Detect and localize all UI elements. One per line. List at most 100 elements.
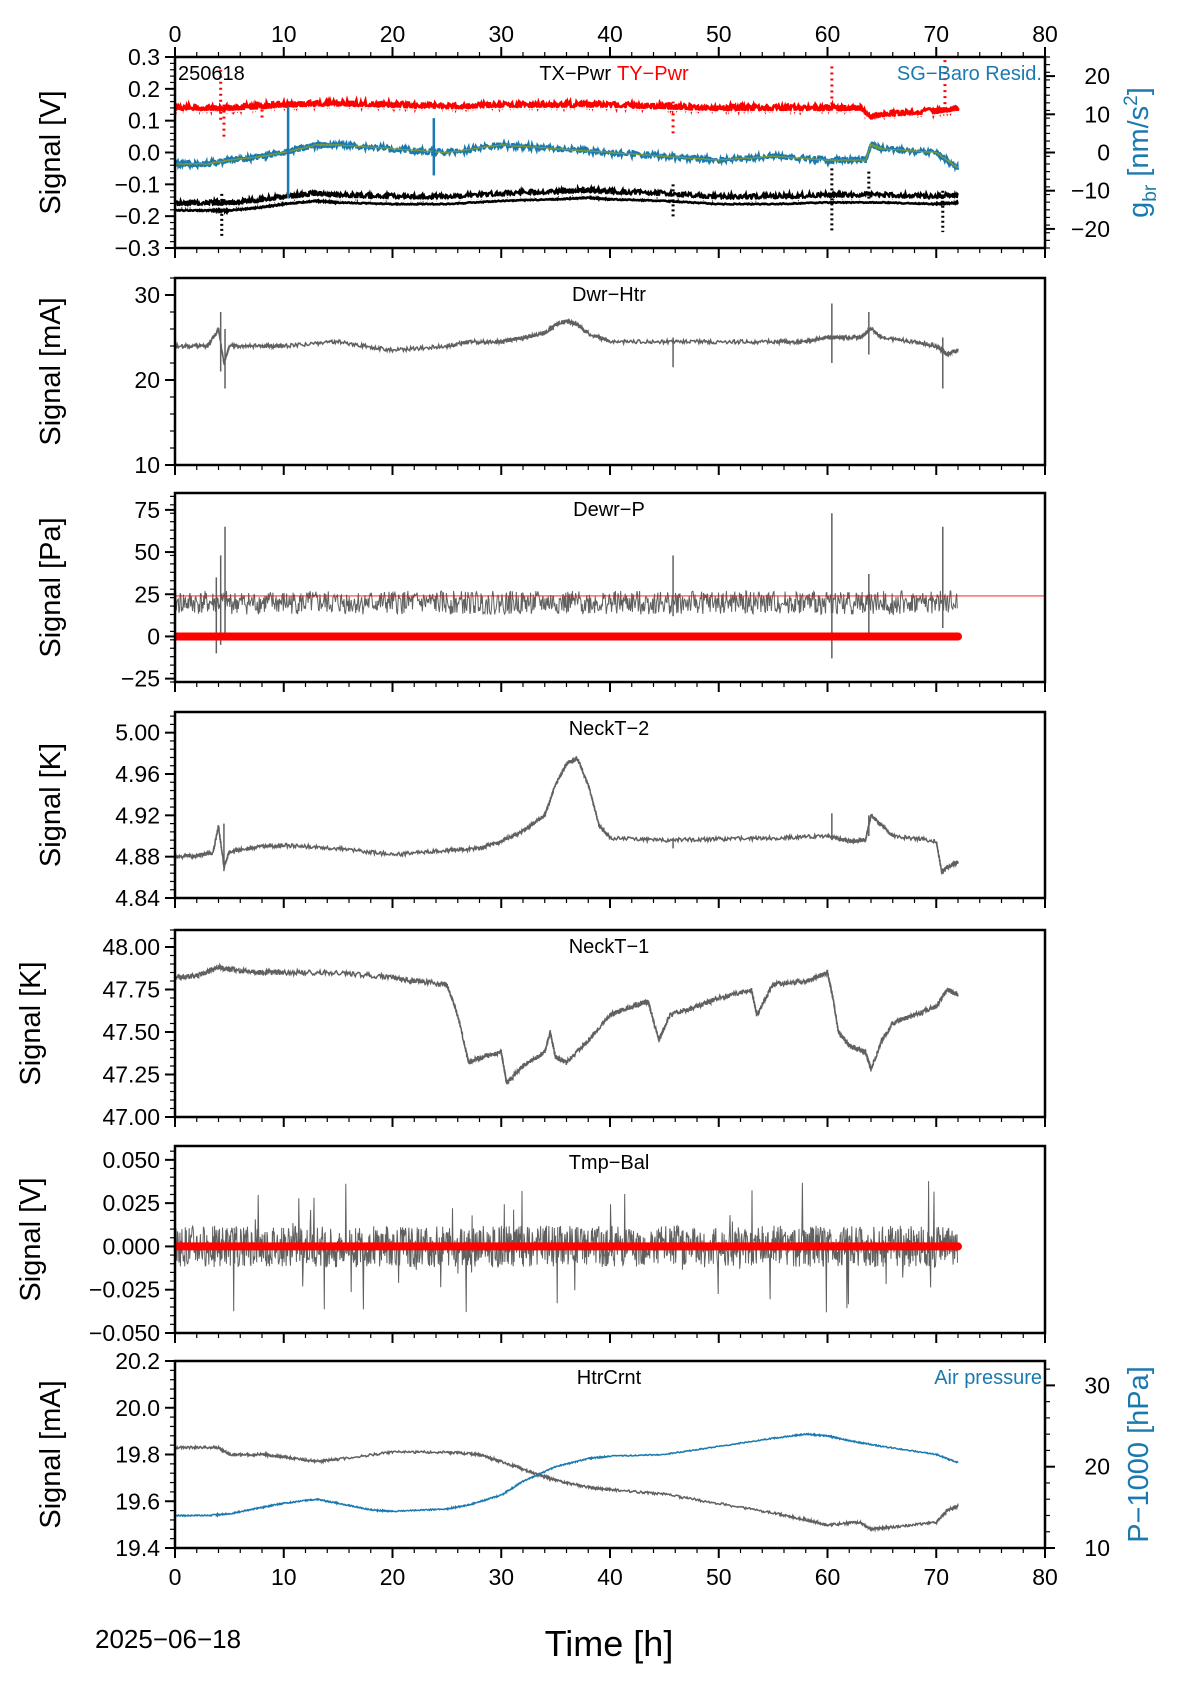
plot-area <box>175 712 1045 898</box>
series-dewr-p <box>175 589 958 616</box>
y-tick-label: 47.75 <box>102 977 160 1003</box>
panel-title: Dwr−Htr <box>572 284 646 306</box>
panel-title: NeckT−2 <box>569 718 650 740</box>
plot-marks <box>175 1432 959 1533</box>
plot-area <box>175 930 1045 1117</box>
y-tick-label: 48.00 <box>102 934 160 960</box>
y-tick-label: 20.0 <box>115 1395 160 1421</box>
x-top-tick-label: 80 <box>1032 21 1058 47</box>
y2-tick-label: 30 <box>1084 1372 1110 1398</box>
panel-p5: NeckT−1 48.00 47.75 47.50 47.25 47.00 Signal [… <box>15 928 1047 1130</box>
y-tick-label: 50 <box>134 539 160 565</box>
y-tick-label: 0.0 <box>128 140 160 166</box>
y2-label-end: ] <box>1123 87 1155 95</box>
y-tick-label: 19.4 <box>115 1535 160 1561</box>
x-tick-label: 50 <box>706 1564 732 1590</box>
y-tick-label: 47.00 <box>102 1104 160 1130</box>
y-tick-label: 0 <box>147 623 160 649</box>
plot-marks <box>175 1181 962 1313</box>
y-tick-label: 20.2 <box>115 1348 160 1374</box>
x-top-tick-label: 30 <box>488 21 514 47</box>
y-tick-label: 30 <box>134 282 160 308</box>
series-tx-pwr <box>175 183 959 210</box>
y-axis-label: Signal [V] <box>35 90 67 214</box>
right-label: SG−Baro Resid. <box>897 63 1042 85</box>
title-tx-pwr: TX−Pwr <box>539 63 611 85</box>
x-top-tick-label: 40 <box>597 21 623 47</box>
x-tick-label: 80 <box>1032 1564 1058 1590</box>
plot-marks <box>175 303 959 389</box>
series-ty-pwr-fit <box>175 106 958 124</box>
y-tick-label: 75 <box>134 497 160 523</box>
y-tick-label: 0.025 <box>102 1190 160 1216</box>
series-air-pressure <box>175 1432 959 1518</box>
y-tick-label: 4.96 <box>115 761 160 787</box>
y-tick-label: 10 <box>134 452 160 478</box>
corner-label: 250618 <box>178 63 245 85</box>
y-tick-label: 4.84 <box>115 885 160 911</box>
series-htrcrnt <box>175 1444 959 1533</box>
panel-title: Tmp−Bal <box>569 1152 650 1174</box>
y-tick-label: −25 <box>121 666 160 692</box>
panel-p7: HtrCrnt Air pressure 20.2 20.0 19.8 19.6 19.4 3… <box>35 1348 1155 1590</box>
y-axis-label: Signal [K] <box>15 961 47 1085</box>
y-tick-label: 0.050 <box>102 1147 160 1173</box>
y-axis-label: Signal [K] <box>35 743 67 867</box>
y-axis-label: Signal [Pa] <box>35 517 67 657</box>
y2-tick-label: 10 <box>1084 1535 1110 1561</box>
y-tick-label: 4.92 <box>115 802 160 828</box>
plot-marks <box>175 60 960 239</box>
y-tick-label: 19.8 <box>115 1442 160 1468</box>
y2-label-sup: 2 <box>1121 95 1142 106</box>
x-top-tick-label: 20 <box>380 21 406 47</box>
y2-tick-label: −10 <box>1071 178 1110 204</box>
x-top-tick-label: 70 <box>923 21 949 47</box>
x-tick-label: 10 <box>271 1564 297 1590</box>
plot-marks <box>175 962 959 1085</box>
plot-area <box>175 1361 1045 1548</box>
y2-tick-label: 10 <box>1084 101 1110 127</box>
series-tx-pwr-fit <box>175 191 959 210</box>
panel-p6: Tmp−Bal 0.050 0.025 0.000 −0.025 −0.050 Signal… <box>15 1144 1047 1346</box>
x-tick-label: 0 <box>169 1564 182 1590</box>
y-tick-label: 4.88 <box>115 844 160 870</box>
y-tick-label: 0.000 <box>102 1233 160 1259</box>
y-tick-label: 0.1 <box>128 108 160 134</box>
plot-area <box>175 493 1045 682</box>
y2-axis-label: gbr [nm/s2] <box>1121 87 1161 218</box>
x-tick-label: 30 <box>488 1564 514 1590</box>
y2-tick-label: 0 <box>1097 140 1110 166</box>
y2-label-main: g <box>1123 202 1155 218</box>
y-tick-label: 0.3 <box>128 44 160 70</box>
x-axis-label: Time [h] <box>545 1623 674 1664</box>
series-sg-baro-fit <box>175 142 959 169</box>
y-axis-label: Signal [mA] <box>35 297 67 445</box>
plot-marks <box>175 513 1045 659</box>
y-tick-label: 47.50 <box>102 1019 160 1045</box>
panel-p3: Dewr−P 75 50 25 0 −25 Signal [Pa] <box>35 491 1047 692</box>
x-tick-label: 70 <box>923 1564 949 1590</box>
series-ty-pwr <box>175 95 960 123</box>
y2-axis-label: P−1000 [hPa] <box>1123 1366 1155 1543</box>
y-tick-label: 0.2 <box>128 76 160 102</box>
x-top-tick-label: 10 <box>271 21 297 47</box>
panels: TX−Pwr TY−Pwr 250618 SG−Baro Resid. 0.3 0.2 0.… <box>15 21 1161 1590</box>
y-tick-label: −0.050 <box>89 1320 160 1346</box>
x-top-tick-label: 50 <box>706 21 732 47</box>
y2-label-sub: br <box>1140 184 1161 202</box>
panel-title: Dewr−P <box>573 499 645 521</box>
title-ty-pwr: TY−Pwr <box>617 63 689 85</box>
y-tick-label: 47.25 <box>102 1062 160 1088</box>
y-tick-label: 20 <box>134 367 160 393</box>
plot-marks <box>175 755 959 875</box>
y-axis-label: Signal [V] <box>15 1177 47 1301</box>
y-tick-label: −0.025 <box>89 1277 160 1303</box>
x-top-tick-label: 0 <box>169 21 182 47</box>
y2-tick-label: 20 <box>1084 1454 1110 1480</box>
y-tick-label: −0.1 <box>115 171 160 197</box>
series-p5 <box>175 962 959 1085</box>
y2-tick-label: 20 <box>1084 63 1110 89</box>
x-tick-label: 20 <box>380 1564 406 1590</box>
x-top-tick-label: 60 <box>815 21 841 47</box>
